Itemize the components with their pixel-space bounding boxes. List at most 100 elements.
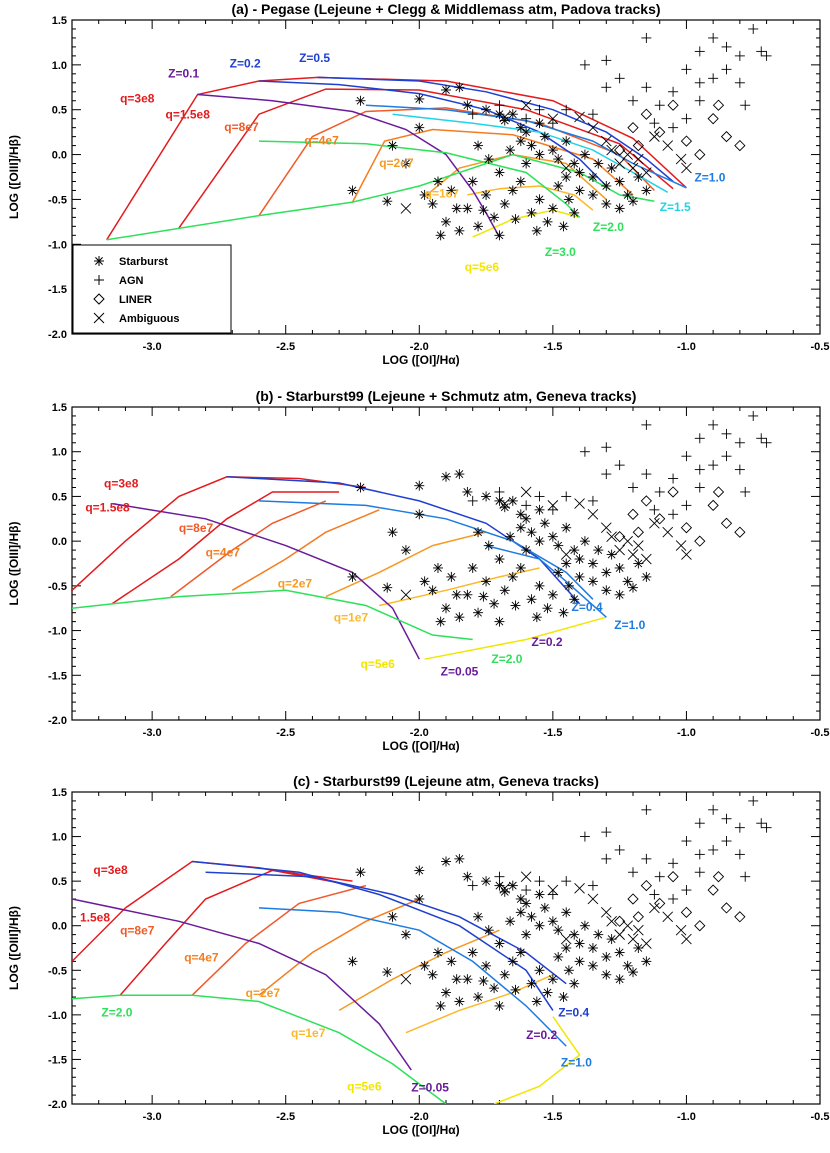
ambiguous-point [400,589,412,601]
agn-point [467,109,478,120]
agn-point [601,827,612,838]
mark-stroke [500,116,509,125]
starburst-point [563,580,574,591]
mark-stroke [532,226,541,235]
ambiguous-point [606,531,617,542]
starburst-point [499,585,510,596]
mark-stroke [602,970,611,979]
mark-stroke [548,204,557,213]
liner-point [707,499,719,512]
starburst-point [515,562,526,573]
mark-stroke [607,550,616,559]
agn-point [694,433,705,444]
mark-stroke [520,871,532,883]
starburst-point [489,598,500,609]
y-axis-label: LOG ([OIII]/Hβ) [7,135,21,219]
line-label: q=2e7 [379,156,414,170]
z-line-Z10 [258,907,567,1047]
starburst-point [539,131,550,142]
mark-stroke [388,528,397,537]
ambiguous-point [662,140,674,151]
ambiguous-point [547,884,559,896]
starburst-point [569,594,580,605]
mark-stroke [540,519,549,528]
starburst-point [462,589,473,600]
mark-stroke [580,150,589,159]
starburst-point [622,960,633,971]
panel-c: (c) - Starburst99 (Lejeune atm, Geneva t… [7,773,829,1137]
starburst-point [454,82,465,93]
agn-point [668,86,679,97]
mark-stroke [600,907,612,918]
y-tick-label: 1.5 [52,402,67,414]
mark-stroke [580,921,589,930]
mark-stroke [348,186,357,195]
ambiguous-point [606,144,617,156]
mark-stroke [681,162,692,174]
mark-stroke [564,581,573,590]
starburst-point [505,916,516,927]
mark-stroke [627,549,639,560]
ambiguous-point [520,99,532,111]
starburst-point [441,987,451,998]
agn-point [614,73,625,84]
legend-label: AGN [119,275,144,287]
mark-stroke [554,541,563,550]
liner-point [734,911,746,923]
ambiguous-point [681,933,692,945]
panel-a: (a) - Pegase (Lejeune + Clegg & Middlema… [7,1,829,367]
mark-stroke [527,912,536,921]
starburst-point [494,1000,505,1011]
mark-stroke [511,215,520,224]
starburst-point [561,136,572,147]
starburst-point [454,612,465,623]
mark-stroke [522,514,531,523]
starburst-point [587,558,598,569]
ambiguous-point [574,882,585,894]
ambiguous-point [499,498,511,509]
liner-point [720,130,733,143]
z-line-Z20 [72,994,447,1104]
agn-point [561,104,572,115]
liner-point [640,879,652,892]
y-axis-label: LOG ([OIII]/Hβ) [7,522,21,606]
mark-stroke [516,510,525,519]
agn-point [708,460,719,471]
mark-stroke [623,577,632,586]
mark-stroke [547,500,559,511]
mark-stroke [594,546,603,555]
line-label: Z=0.05 [411,1081,449,1095]
starburst-point [569,978,580,989]
ambiguous-point [499,111,511,123]
starburst-point [601,951,612,962]
liner-point [680,522,693,534]
line-label: Z=2.0 [593,220,624,234]
starburst-point [441,84,451,95]
mark-stroke [95,257,103,265]
mark-stroke [622,920,633,932]
starburst-point [507,956,518,967]
starburst-point [481,876,492,887]
mark-stroke [402,546,410,555]
agn-point [649,118,660,129]
starburst-point [400,158,411,169]
mark-stroke [560,162,572,174]
chart-title: (a) - Pegase (Lejeune + Clegg & Middlema… [231,1,660,17]
starburst-point [558,992,569,1003]
legend-label: LINER [119,294,152,306]
starburst-point [481,104,492,115]
mark-stroke [589,944,597,952]
mark-stroke [560,549,572,560]
agn-point [761,50,772,61]
q-line-q8e7 [191,884,367,996]
starburst-point [435,616,446,627]
agn-point [547,504,558,515]
starburst-point [467,947,478,958]
ambiguous-point [627,549,639,560]
agn-point [681,836,692,847]
agn-point [601,853,612,864]
mark-stroke [508,496,517,505]
agn-point [494,100,505,111]
starburst-point [467,562,478,573]
line-label: q=3e8 [93,863,128,877]
